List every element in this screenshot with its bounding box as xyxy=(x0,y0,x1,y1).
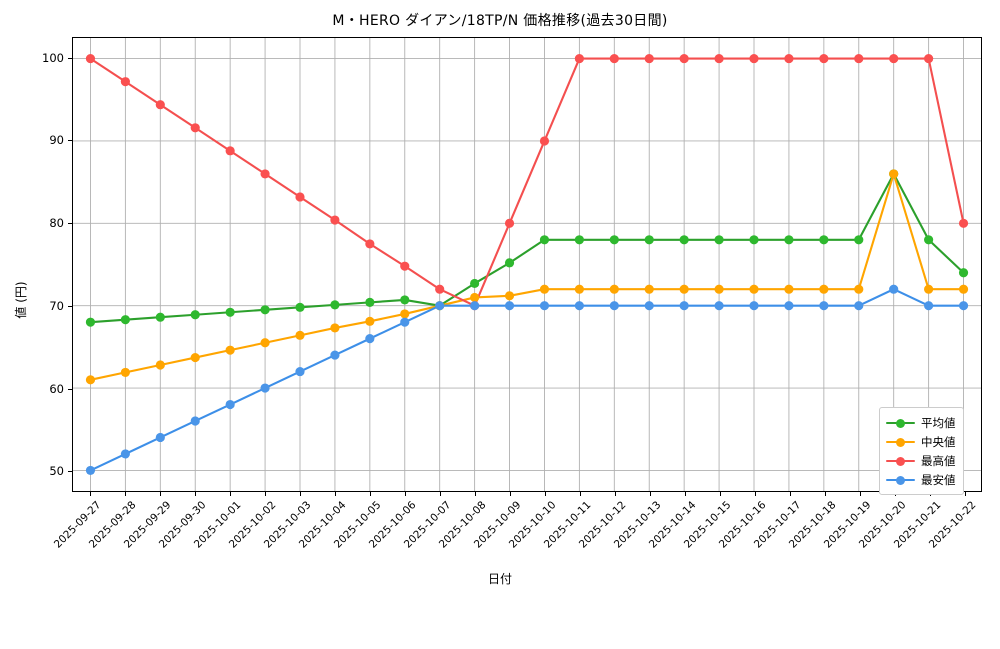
plot-svg xyxy=(73,38,981,491)
legend-swatch-icon xyxy=(886,455,915,467)
x-tick-mark xyxy=(824,492,826,496)
y-tick-label: 80 xyxy=(49,216,64,231)
chart-figure: M・HERO ダイアン/18TP/N 価格推移(過去30日間) 値 (円) 日付… xyxy=(14,13,982,586)
chart-legend: 平均値中央値最高値最安値 xyxy=(879,407,964,495)
x-tick-mark xyxy=(789,492,791,496)
legend-label: 最安値 xyxy=(921,472,956,487)
y-tick-label: 90 xyxy=(49,133,64,148)
y-tick-label: 60 xyxy=(49,381,64,396)
y-tick-label: 50 xyxy=(49,464,64,479)
x-tick-mark xyxy=(229,492,231,496)
x-tick-mark xyxy=(439,492,441,496)
x-tick-mark xyxy=(474,492,476,496)
x-tick-mark xyxy=(859,492,861,496)
legend-item-3[interactable]: 最安値 xyxy=(886,470,956,489)
x-tick-mark xyxy=(684,492,686,496)
legend-label: 中央値 xyxy=(921,434,956,449)
legend-label: 最高値 xyxy=(921,453,956,468)
legend-swatch-icon xyxy=(886,474,915,486)
y-tick-mark xyxy=(68,223,72,225)
x-tick-mark xyxy=(194,492,196,496)
x-tick-mark xyxy=(614,492,616,496)
y-tick-label: 100 xyxy=(42,50,64,65)
legend-item-0[interactable]: 平均値 xyxy=(886,413,956,432)
x-tick-mark xyxy=(754,492,756,496)
y-tick-mark xyxy=(68,305,72,307)
x-tick-mark xyxy=(369,492,371,496)
x-tick-mark xyxy=(964,492,966,496)
x-tick-mark xyxy=(124,492,126,496)
x-tick-mark xyxy=(159,492,161,496)
x-axis-label: 日付 xyxy=(487,572,512,586)
page-title: M・HERO ダイアン/18TP/N 価格推移(過去30日間) xyxy=(332,13,668,29)
y-tick-mark xyxy=(68,57,72,59)
legend-item-1[interactable]: 中央値 xyxy=(886,432,956,451)
y-tick-mark xyxy=(68,471,72,473)
legend-item-2[interactable]: 最高値 xyxy=(886,451,956,470)
x-tick-mark xyxy=(579,492,581,496)
legend-label: 平均値 xyxy=(921,415,956,430)
plot-area xyxy=(72,37,982,492)
y-tick-mark xyxy=(68,140,72,142)
x-tick-mark xyxy=(404,492,406,496)
legend-swatch-icon xyxy=(886,417,915,429)
y-tick-label: 70 xyxy=(49,298,64,313)
x-tick-mark xyxy=(509,492,511,496)
x-tick-mark xyxy=(264,492,266,496)
y-tick-mark xyxy=(68,388,72,390)
x-tick-mark xyxy=(89,492,91,496)
x-tick-mark xyxy=(544,492,546,496)
x-tick-mark xyxy=(334,492,336,496)
x-tick-mark xyxy=(719,492,721,496)
legend-swatch-icon xyxy=(886,436,915,448)
x-tick-mark xyxy=(299,492,301,496)
x-tick-mark xyxy=(649,492,651,496)
